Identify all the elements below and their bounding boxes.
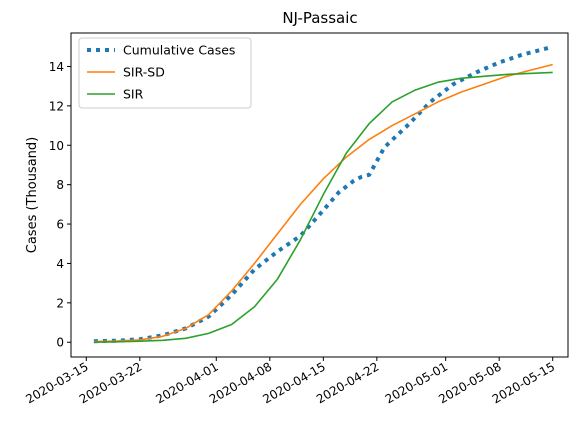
plot-frame [70,32,569,358]
y-axis-label: Cases (Thousand) [25,137,40,253]
series-line-cumulative-cases [93,44,554,344]
y-tick-label: 12 [49,99,64,113]
y-tick-label: 8 [56,178,64,192]
legend-label: Cumulative Cases [123,43,235,58]
y-tick-label: 10 [49,139,64,153]
y-tick-label: 0 [56,336,64,350]
legend: Cumulative Cases SIR-SD SIR [78,37,252,109]
y-tick-label: 2 [56,296,64,310]
series-line-sir [93,71,553,343]
legend-label: SIR [123,87,144,102]
y-tick-label: 14 [49,60,64,74]
chart-title: NJ-Passaic [282,9,357,27]
legend-box [78,37,252,109]
y-tick-label: 4 [56,257,64,271]
y-tick-label: 6 [56,218,64,232]
y-axis: 0 2 4 6 8 10 12 14 [49,60,71,350]
legend-label: SIR-SD [123,65,165,80]
series-line-sir-sd [93,63,553,343]
series-layer [93,44,554,344]
